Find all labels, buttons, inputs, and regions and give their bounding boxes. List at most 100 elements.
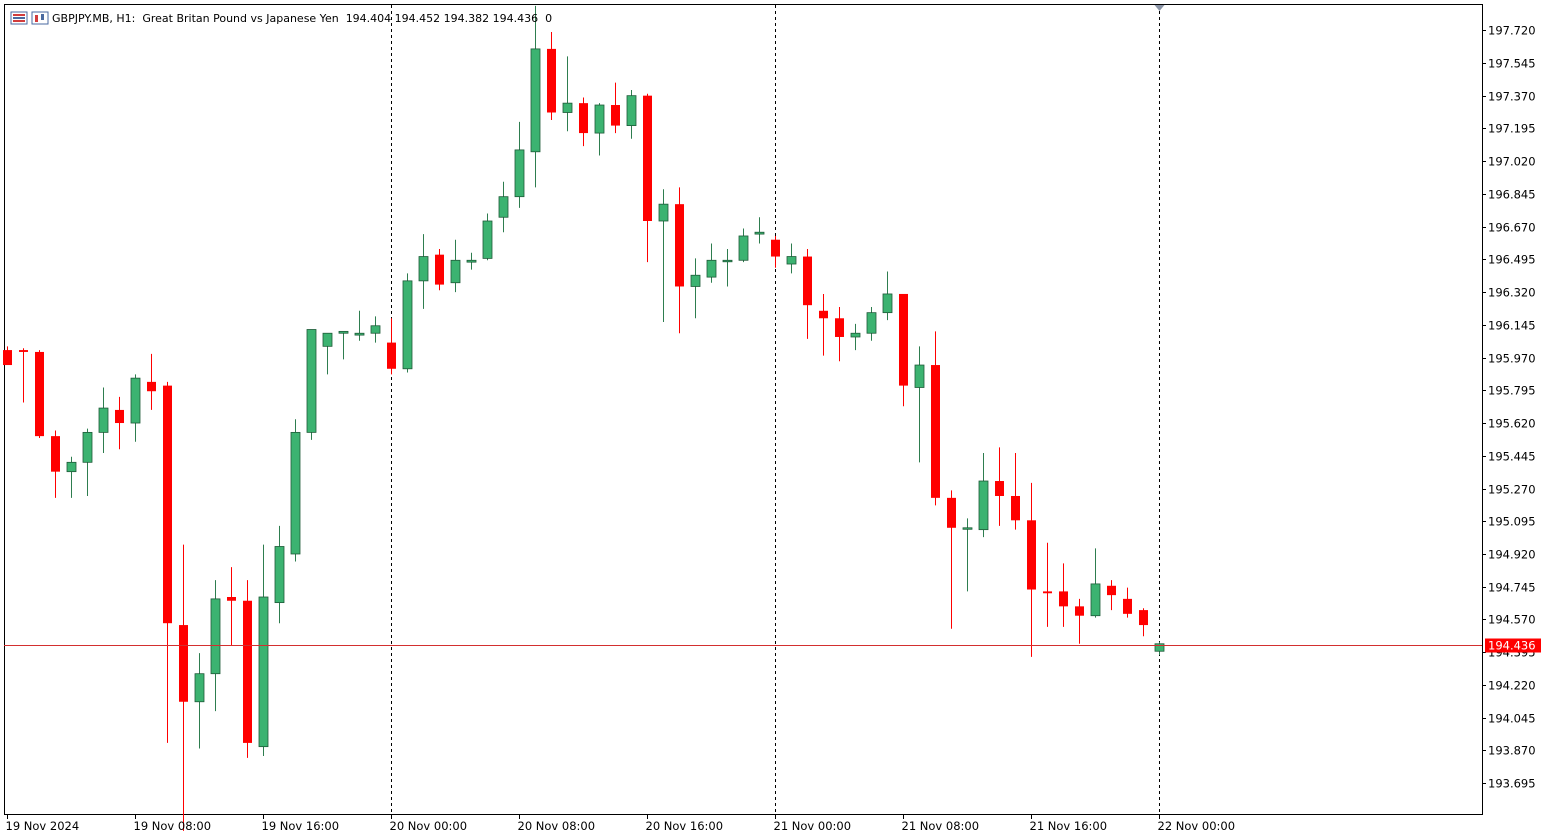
candle-body[interactable] [899,293,908,386]
y-tick-label: 195.620 [1488,417,1536,431]
candle-body[interactable] [978,480,989,531]
candle-body[interactable] [210,598,221,675]
y-tick-label: 194.570 [1488,613,1536,627]
candle-body[interactable] [3,350,12,366]
y-tick-label: 195.095 [1488,515,1536,529]
candle-body[interactable] [643,95,652,221]
candle-body[interactable] [579,103,588,134]
candle-body[interactable] [947,497,956,528]
y-tick-label: 197.370 [1488,90,1536,104]
y-tick-label: 194.045 [1488,712,1536,726]
candle-body[interactable] [258,596,269,748]
candle-body[interactable] [179,625,188,702]
candle-body[interactable] [1075,606,1084,616]
current-price-label: 194.436 [1488,639,1536,653]
candle-body[interactable] [547,48,556,113]
candle-body[interactable] [163,385,172,624]
y-tick-label: 197.545 [1488,57,1536,71]
candle-body[interactable] [882,293,893,314]
candle-body[interactable] [338,330,349,334]
candle-body[interactable] [1027,520,1036,590]
candle-body[interactable] [66,461,77,473]
candle-body[interactable] [850,332,861,338]
candle-body[interactable] [51,436,60,472]
candle-body[interactable] [722,259,733,263]
y-tick-label: 195.445 [1488,450,1536,464]
candle-body[interactable] [1107,585,1116,596]
candle-body[interactable] [706,259,717,278]
candle-body[interactable] [387,342,396,369]
candle-body[interactable] [771,239,780,257]
candle-body[interactable] [690,274,701,287]
candle-body[interactable] [322,332,333,347]
candle-body[interactable] [1011,495,1020,521]
candle-body[interactable] [562,102,573,113]
candle-body[interactable] [306,329,317,433]
candle-body[interactable] [1139,610,1148,626]
candle-body[interactable] [370,325,381,334]
candle-body[interactable] [962,527,973,530]
candle-body[interactable] [931,365,940,498]
y-tick-label: 197.195 [1488,122,1536,136]
candle-body[interactable] [514,149,525,198]
candle-body[interactable] [35,351,44,437]
candle-body[interactable] [786,256,797,265]
candle-body[interactable] [402,280,413,370]
candle-body[interactable] [290,431,301,555]
y-tick-label: 197.720 [1488,24,1536,38]
candle-body[interactable] [1123,598,1132,614]
candle-body[interactable] [19,350,28,352]
candle-body[interactable] [819,310,828,319]
candle-body[interactable] [803,256,812,306]
candle-body[interactable] [130,377,141,424]
y-tick-label: 193.870 [1488,744,1536,758]
candle-body[interactable] [418,256,429,282]
candle-body[interactable] [98,407,109,433]
candle-body[interactable] [450,259,461,284]
candle-body[interactable] [675,204,684,287]
candle-body[interactable] [594,104,605,134]
candle-body[interactable] [1059,591,1068,607]
candle-body[interactable] [194,673,205,703]
candle-body[interactable] [611,105,620,126]
candle-body[interactable] [530,48,541,153]
y-tick-label: 196.670 [1488,221,1536,235]
current-price-badge [1485,638,1541,653]
candle-body[interactable] [82,431,93,463]
candle-body[interactable] [435,254,444,285]
y-tick-label: 195.970 [1488,352,1536,366]
candle-body[interactable] [835,318,844,337]
candle-body[interactable] [658,203,669,222]
ohlc-values: 194.404 194.452 194.382 194.436 [345,11,539,25]
y-tick-label: 194.745 [1488,581,1536,595]
candle-body[interactable] [482,220,493,259]
chart-list-icon[interactable] [10,11,28,25]
candle-body[interactable] [274,546,285,604]
candle-body[interactable] [147,381,156,392]
candle-body[interactable] [498,196,509,218]
y-tick-label: 197.020 [1488,155,1536,169]
candle-body[interactable] [995,481,1004,496]
chart-type-icon[interactable] [31,11,49,25]
y-tick-label: 195.270 [1488,483,1536,497]
candle-body[interactable] [866,312,877,334]
candle-body[interactable] [466,259,477,263]
candle-body[interactable] [115,409,124,424]
candle-body[interactable] [354,332,365,336]
x-tick-label: 21 Nov 16:00 [1030,819,1108,833]
candle-body[interactable] [1043,591,1052,594]
plot-area [4,4,1483,815]
y-tick-label: 194.920 [1488,548,1536,562]
candle-body[interactable] [1154,643,1165,652]
candle-body[interactable] [243,600,252,743]
candle-body[interactable] [227,597,236,601]
volume-value: 0 [545,11,553,25]
candle-body[interactable] [1090,583,1101,617]
x-tick-label: 20 Nov 00:00 [390,819,468,833]
candle-body[interactable] [626,95,637,126]
candle-body[interactable] [914,364,925,388]
candle-body[interactable] [754,231,765,235]
candle-body[interactable] [738,235,749,261]
x-tick-label: 20 Nov 16:00 [646,819,724,833]
